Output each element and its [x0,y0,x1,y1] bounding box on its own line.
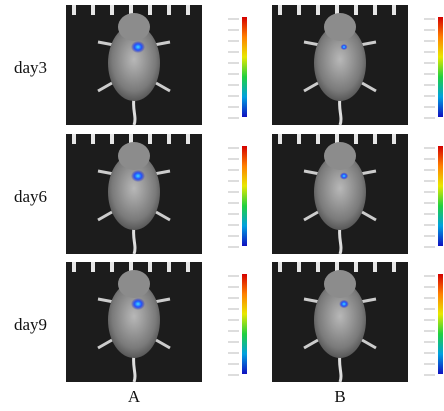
tray-tooth [335,262,339,272]
tray-tooth [72,5,76,15]
tray-tooth [186,5,190,15]
tray-tooth [129,262,133,272]
tray-tooth [148,5,152,15]
head [324,270,356,298]
mouse-image [272,262,443,383]
tray-tooth [354,262,358,272]
legs [303,40,377,93]
signal [131,41,145,53]
tray-tooth [354,134,358,144]
tail [132,225,137,255]
legs [97,169,171,222]
row-label: day6 [14,187,47,206]
tray-tooth [316,262,320,272]
mouse-image [66,5,247,126]
head [118,142,150,170]
color-scale [438,274,443,374]
tray-tooth [392,262,396,272]
tray-tooth [186,134,190,144]
signal [340,44,348,50]
tray-tooth [167,134,171,144]
legs [303,297,377,350]
body [314,282,366,358]
tail [132,353,137,383]
tray-tooth [373,262,377,272]
tray-tooth [148,134,152,144]
tray-tooth [335,5,339,15]
signal [131,170,145,182]
mouse-image [66,134,247,255]
tail [132,96,137,126]
tray-tooth [316,134,320,144]
head [324,13,356,41]
tray-tooth [110,5,114,15]
tray-tooth [297,5,301,15]
head [118,13,150,41]
tray-tooth [72,262,76,272]
tray-tooth [186,262,190,272]
tray-tooth [72,134,76,144]
legs [97,297,171,350]
mouse-image [66,262,247,383]
body [314,154,366,230]
body [314,25,366,101]
signal [131,298,145,310]
body [108,25,160,101]
row-label: day3 [14,58,47,77]
head [324,142,356,170]
body [108,282,160,358]
color-scale [242,146,247,246]
mouse-image [272,5,443,126]
tray-tooth [278,262,282,272]
tail [338,96,343,126]
color-scale [438,146,443,246]
tray-tooth [297,134,301,144]
tray-tooth [91,5,95,15]
tray-tooth [148,262,152,272]
color-scale [242,274,247,374]
tray-tooth [110,134,114,144]
signal [339,172,349,180]
column-label: A [128,387,141,406]
tray-tooth [316,5,320,15]
tray-tooth [110,262,114,272]
tray-tooth [373,5,377,15]
color-scale [242,17,247,117]
tray-tooth [297,262,301,272]
tray-tooth [91,262,95,272]
tray-tooth [392,134,396,144]
tail [338,353,343,383]
tray-tooth [129,134,133,144]
tray-tooth [335,134,339,144]
legs [303,169,377,222]
head [118,270,150,298]
column-label: B [334,387,345,406]
body [108,154,160,230]
signal [339,299,349,309]
tray-tooth [129,5,133,15]
mouse-image [272,134,443,255]
tray-tooth [373,134,377,144]
tray-tooth [354,5,358,15]
tray-tooth [167,262,171,272]
tray-tooth [91,134,95,144]
tray-tooth [392,5,396,15]
tray-tooth [167,5,171,15]
legs [97,40,171,93]
row-label: day9 [14,315,47,334]
tray-tooth [278,5,282,15]
tail [338,225,343,255]
color-scale [438,17,443,117]
tray-tooth [278,134,282,144]
